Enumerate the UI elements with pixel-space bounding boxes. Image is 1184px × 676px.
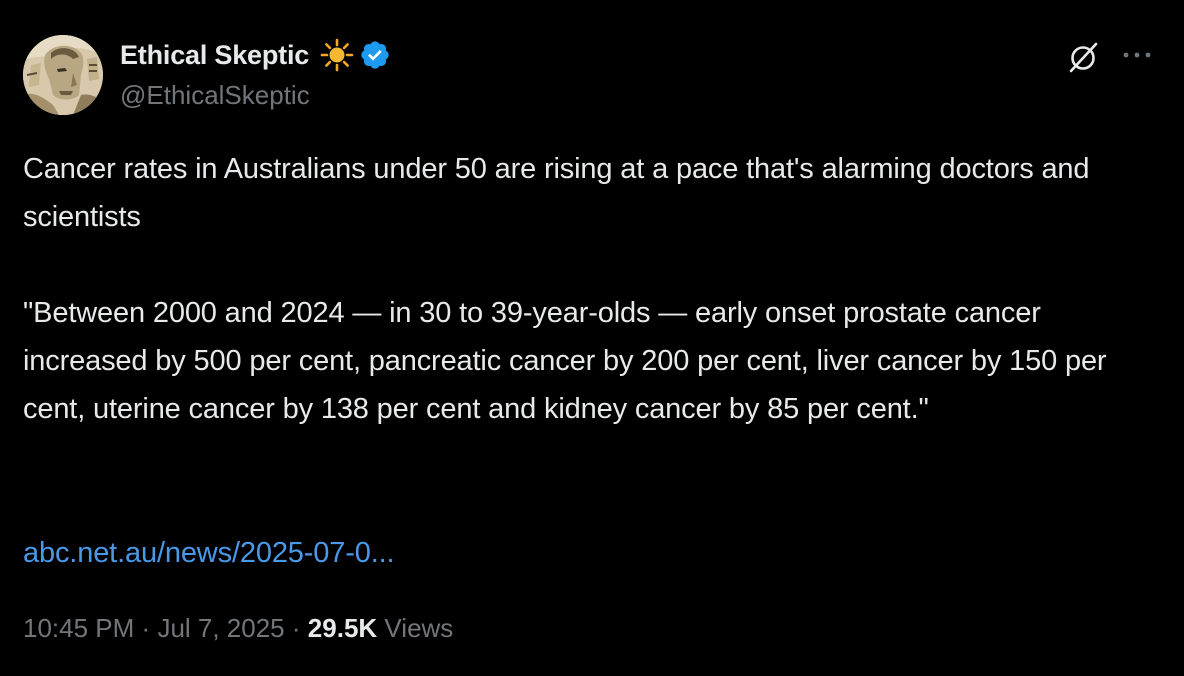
- author-name-row: Ethical Skeptic: [120, 38, 391, 72]
- tweet-text: Cancer rates in Australians under 50 are…: [23, 153, 1107, 425]
- tweet-time[interactable]: 10:45 PM: [23, 613, 135, 643]
- views-count: 29.5K: [307, 613, 378, 643]
- meta-separator: ·: [291, 613, 301, 643]
- views-label: Views: [384, 613, 454, 643]
- sun-icon: [319, 37, 355, 73]
- verified-badge-icon[interactable]: [359, 39, 391, 71]
- avatar-image: [23, 35, 103, 115]
- meta-separator: ·: [141, 613, 151, 643]
- tweet-metadata: 10:45 PM · Jul 7, 2025 · 29.5K Views: [23, 606, 453, 650]
- article-link[interactable]: abc.net.au/news/2025-07-0...: [23, 537, 395, 569]
- grok-icon[interactable]: [1064, 38, 1102, 76]
- author-handle[interactable]: @EthicalSkeptic: [120, 80, 310, 110]
- more-options-icon[interactable]: [1117, 40, 1157, 70]
- tweet-date[interactable]: Jul 7, 2025: [157, 613, 285, 643]
- avatar[interactable]: [23, 35, 103, 115]
- author-display-name[interactable]: Ethical Skeptic: [120, 39, 310, 70]
